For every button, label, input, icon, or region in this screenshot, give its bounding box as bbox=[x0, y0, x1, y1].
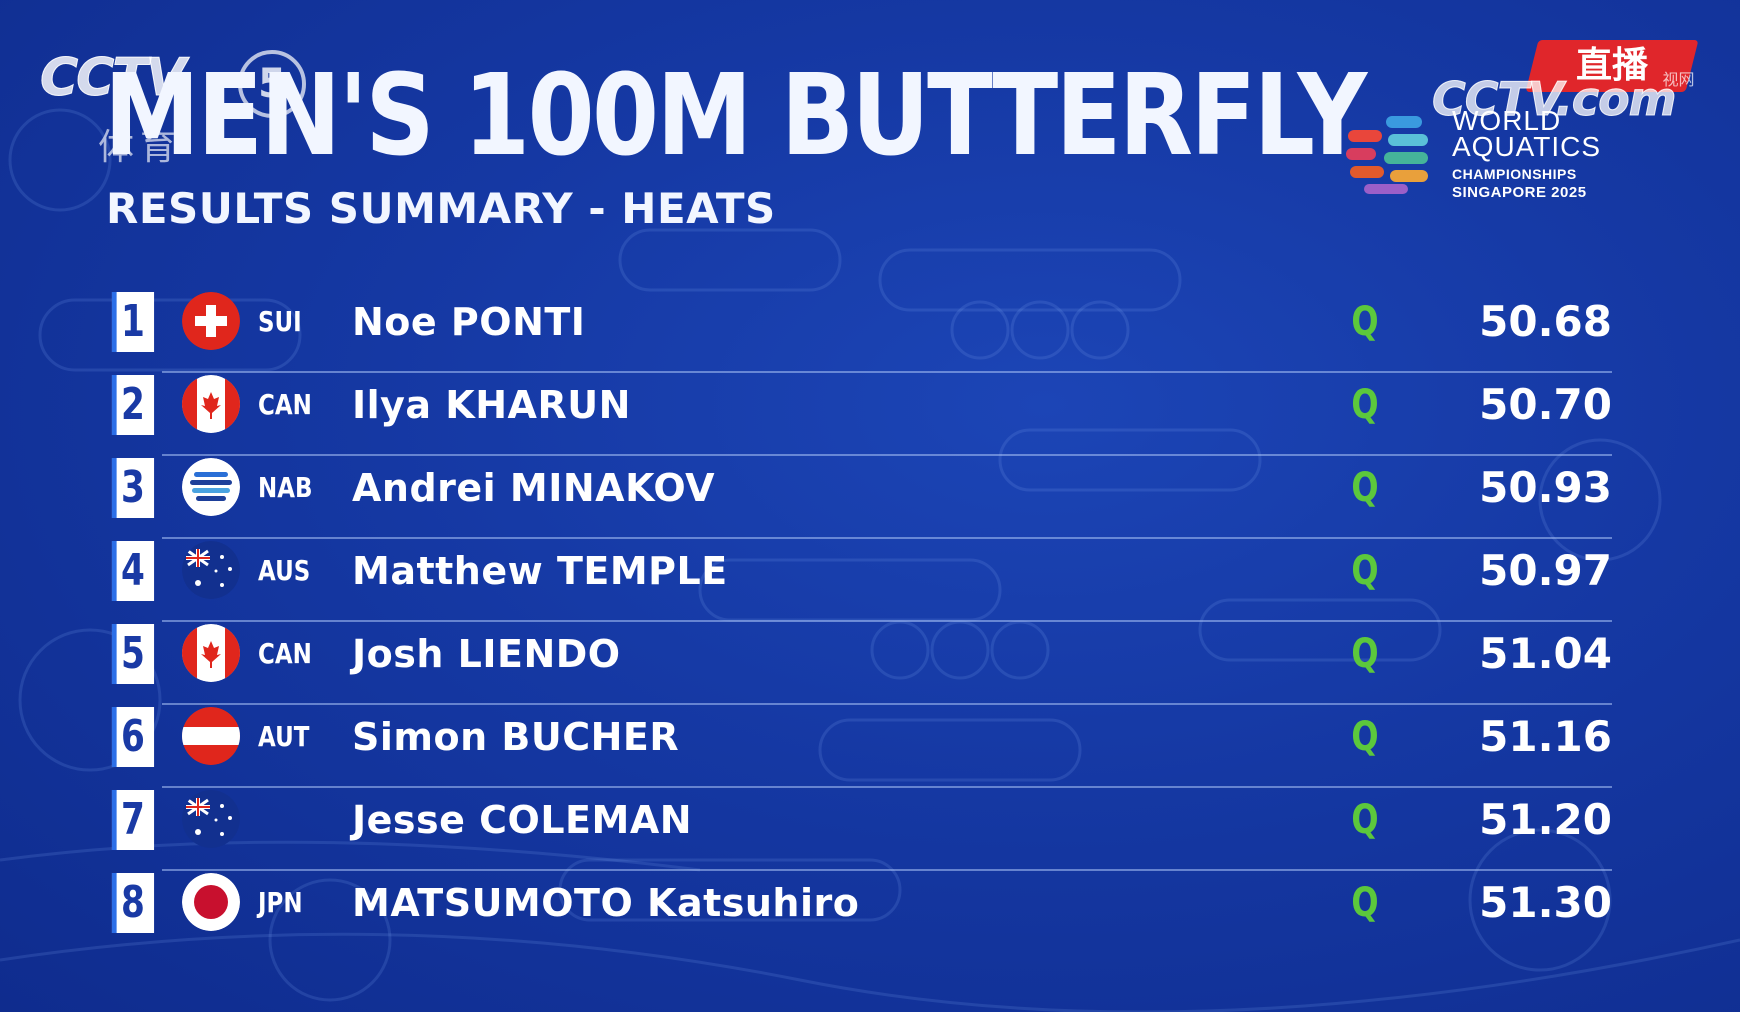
rank-badge: 8 bbox=[111, 873, 155, 933]
cctv-logo-text: CCTV bbox=[39, 48, 186, 109]
result-time: 51.04 bbox=[1479, 629, 1612, 678]
qualified-mark: Q bbox=[1351, 465, 1379, 511]
canada-flag-icon bbox=[182, 624, 240, 682]
world-aquatics-championship-text: WORLD AQUATICS CHAMPIONSHIPS SINGAPORE 2… bbox=[1452, 105, 1692, 202]
row-divider bbox=[162, 786, 1612, 788]
switzerland-flag-icon bbox=[182, 292, 240, 350]
result-row: 5 CAN Josh LIENDO Q 51.04 bbox=[104, 622, 1612, 705]
rank-badge: 2 bbox=[111, 375, 155, 435]
result-time: 50.97 bbox=[1479, 546, 1612, 595]
row-divider bbox=[162, 869, 1612, 871]
row-divider bbox=[162, 371, 1612, 373]
rank-badge: 7 bbox=[111, 790, 155, 850]
qualified-mark: Q bbox=[1351, 797, 1379, 843]
result-row: 8 JPN MATSUMOTO Katsuhiro Q 51.30 bbox=[104, 871, 1612, 954]
athlete-name: Jesse COLEMAN bbox=[352, 798, 693, 842]
qualified-mark: Q bbox=[1351, 631, 1379, 677]
row-divider bbox=[162, 703, 1612, 705]
country-code: JPN bbox=[258, 886, 303, 919]
rank-badge: 4 bbox=[111, 541, 155, 601]
athlete-name: Andrei MINAKOV bbox=[352, 466, 716, 510]
athlete-name: Ilya KHARUN bbox=[352, 383, 631, 427]
row-divider bbox=[162, 454, 1612, 456]
neutral-athlete-flag-icon bbox=[182, 458, 240, 516]
row-divider bbox=[162, 537, 1612, 539]
country-code: AUS bbox=[258, 554, 311, 587]
row-divider bbox=[162, 620, 1612, 622]
result-row: 6 AUT Simon BUCHER Q 51.16 bbox=[104, 705, 1612, 788]
athlete-name: Matthew TEMPLE bbox=[352, 549, 728, 593]
channel-number: 5 bbox=[238, 50, 306, 118]
world-aquatics-logo-icon bbox=[1346, 116, 1428, 194]
rank-badge: 5 bbox=[111, 624, 155, 684]
result-row: 4 AUS Matthew TEMPLE Q 50.97 bbox=[104, 539, 1612, 622]
country-code: AUT bbox=[258, 720, 310, 753]
athlete-name: Simon BUCHER bbox=[352, 715, 680, 759]
result-time: 50.70 bbox=[1479, 380, 1612, 429]
australia-flag-icon bbox=[182, 790, 240, 848]
athlete-name: Noe PONTI bbox=[352, 300, 586, 344]
event-subtitle: RESULTS SUMMARY - HEATS bbox=[106, 184, 776, 233]
australia-flag-icon bbox=[182, 541, 240, 599]
event-title: MEN'S 100M BUTTERFLY bbox=[104, 51, 1367, 181]
athlete-name: MATSUMOTO Katsuhiro bbox=[352, 881, 860, 925]
cctv-com-logo: CCTV.com bbox=[1432, 72, 1678, 127]
result-time: 50.68 bbox=[1479, 297, 1612, 346]
result-row: 2 CAN Ilya KHARUN Q 50.70 bbox=[104, 373, 1612, 456]
result-time: 51.30 bbox=[1479, 878, 1612, 927]
result-time: 51.20 bbox=[1479, 795, 1612, 844]
result-time: 50.93 bbox=[1479, 463, 1612, 512]
championship-line-3: CHAMPIONSHIPS bbox=[1452, 166, 1577, 182]
result-row: 3 NAB Andrei MINAKOV Q 50.93 bbox=[104, 456, 1612, 539]
qualified-mark: Q bbox=[1351, 714, 1379, 760]
athlete-name: Josh LIENDO bbox=[352, 632, 621, 676]
canada-flag-icon bbox=[182, 375, 240, 433]
results-table: 1 SUI Noe PONTI Q 50.68 2 CAN Ilya KHARU… bbox=[104, 290, 1612, 954]
channel-subtitle: 体育 bbox=[98, 127, 183, 168]
austria-flag-icon bbox=[182, 707, 240, 765]
japan-flag-icon bbox=[182, 873, 240, 931]
rank-badge: 1 bbox=[111, 292, 155, 352]
country-code: SUI bbox=[258, 305, 302, 338]
cctv5-logo: CCTV 5 体育 bbox=[39, 48, 306, 168]
championship-line-4: SINGAPORE 2025 bbox=[1452, 184, 1587, 201]
rank-badge: 6 bbox=[111, 707, 155, 767]
country-code: NAB bbox=[258, 471, 313, 504]
country-code: CAN bbox=[258, 637, 312, 670]
qualified-mark: Q bbox=[1351, 880, 1379, 926]
qualified-mark: Q bbox=[1351, 299, 1379, 345]
result-row: 1 SUI Noe PONTI Q 50.68 bbox=[104, 290, 1612, 373]
championship-line-2: AQUATICS bbox=[1452, 131, 1602, 162]
qualified-mark: Q bbox=[1351, 382, 1379, 428]
result-row: 7 Jesse COLEMAN Q 51.20 bbox=[104, 788, 1612, 871]
rank-badge: 3 bbox=[111, 458, 155, 518]
championship-line-1: WORLD bbox=[1452, 105, 1562, 136]
qualified-mark: Q bbox=[1351, 548, 1379, 594]
country-code: CAN bbox=[258, 388, 312, 421]
result-time: 51.16 bbox=[1479, 712, 1612, 761]
